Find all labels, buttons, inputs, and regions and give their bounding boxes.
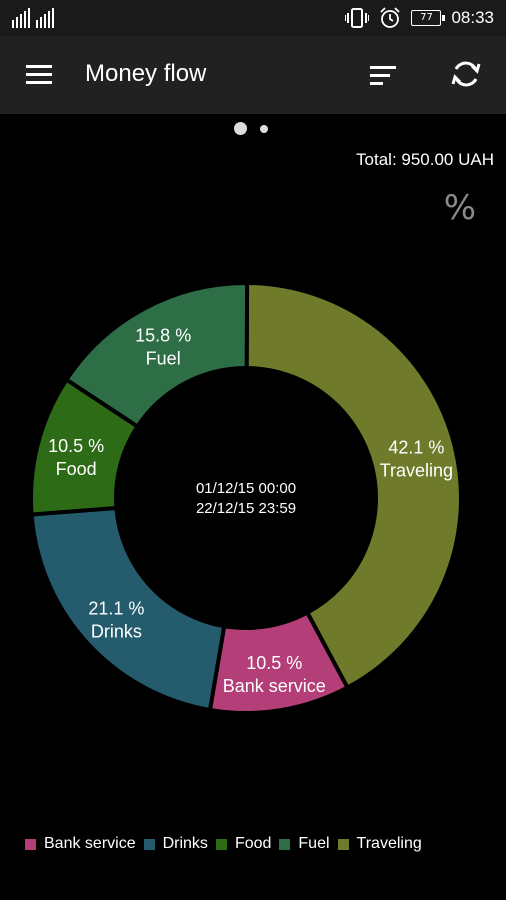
slice-percent: 42.1 % bbox=[388, 438, 444, 458]
battery-icon: 77 bbox=[411, 10, 446, 26]
legend-label: Food bbox=[234, 835, 272, 852]
page-dot-active[interactable] bbox=[234, 122, 247, 135]
legend-swatch bbox=[279, 838, 291, 850]
legend-item-bank-service: Bank service bbox=[25, 835, 136, 853]
refresh-icon[interactable] bbox=[448, 56, 484, 92]
legend-label: Drinks bbox=[162, 835, 208, 852]
slice-category: Traveling bbox=[380, 461, 453, 481]
slice-percent: 21.1 % bbox=[88, 598, 144, 618]
menu-icon[interactable] bbox=[22, 58, 56, 92]
legend-label: Fuel bbox=[298, 835, 330, 852]
page-indicator bbox=[0, 121, 506, 137]
status-bar: 77 08:33 bbox=[0, 0, 506, 36]
slice-percent: 10.5 % bbox=[246, 653, 302, 673]
legend-swatch bbox=[25, 838, 36, 850]
legend-swatch bbox=[337, 838, 349, 850]
date-range-end: 22/12/15 23:59 bbox=[196, 500, 296, 517]
page-dot[interactable] bbox=[260, 125, 268, 133]
date-range-start: 01/12/15 00:00 bbox=[196, 480, 296, 497]
legend-swatch bbox=[215, 838, 227, 850]
legend-label: Bank service bbox=[44, 835, 136, 852]
slice-fuel[interactable] bbox=[63, 281, 250, 430]
donut-chart: 42.1 % Traveling 10.5 % Bank service 21.1 % D… bbox=[29, 280, 463, 715]
slice-percent: 10.5 % bbox=[48, 436, 104, 456]
slice-label: 10.5 % Bank service bbox=[223, 653, 326, 696]
clock: 08:33 bbox=[451, 8, 494, 27]
legend-item-drinks: Drinks bbox=[143, 835, 208, 853]
chart-legend: Bank service Drinks Food Fuel Traveling bbox=[25, 835, 430, 853]
slice-traveling[interactable] bbox=[244, 280, 463, 691]
legend-item-traveling: Traveling bbox=[337, 835, 422, 853]
slice-category: Food bbox=[56, 459, 97, 479]
slice-label: 15.8 % Fuel bbox=[135, 325, 191, 368]
slice-category: Drinks bbox=[91, 621, 142, 641]
slice-category: Fuel bbox=[146, 348, 181, 368]
legend-item-fuel: Fuel bbox=[279, 835, 330, 853]
legend-label: Traveling bbox=[356, 835, 422, 852]
battery-level: 77 bbox=[420, 12, 433, 23]
vibrate-icon bbox=[345, 8, 370, 28]
slice-label: 42.1 % Traveling bbox=[380, 438, 453, 481]
slice-label: 21.1 % Drinks bbox=[88, 598, 144, 641]
alarm-icon bbox=[380, 7, 401, 28]
signal-icon bbox=[12, 8, 54, 28]
sort-icon[interactable] bbox=[366, 60, 400, 92]
slice-category: Bank service bbox=[223, 676, 326, 696]
legend-swatch bbox=[143, 838, 155, 850]
percent-toggle-button[interactable]: % bbox=[443, 188, 476, 228]
slice-label: 10.5 % Food bbox=[48, 436, 104, 479]
toolbar: Money flow bbox=[0, 36, 506, 114]
page-title: Money flow bbox=[85, 60, 207, 87]
slice-drinks[interactable] bbox=[29, 505, 227, 713]
total-amount: Total: 950.00 UAH bbox=[356, 150, 494, 169]
legend-item-food: Food bbox=[215, 835, 272, 853]
slice-percent: 15.8 % bbox=[135, 325, 191, 345]
